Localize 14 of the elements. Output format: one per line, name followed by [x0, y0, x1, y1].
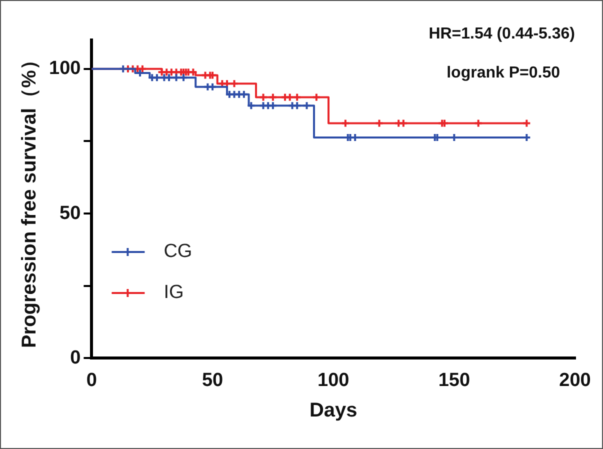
y-axis-title: Progression free survival（%） — [18, 50, 41, 348]
y-tick-label: 50 — [60, 202, 81, 224]
annotation: logrank P=0.50 — [446, 64, 560, 82]
x-tick-label: 100 — [318, 370, 350, 391]
x-tick-label: 50 — [202, 370, 224, 391]
x-axis-title: Days — [309, 400, 358, 422]
legend-label: CG — [164, 241, 192, 262]
annotation: HR=1.54 (0.44-5.36) — [428, 25, 575, 42]
x-tick-label: 200 — [559, 370, 591, 391]
x-tick-label: 0 — [86, 370, 97, 391]
y-tick-label: 100 — [49, 58, 81, 80]
legend-label: IG — [164, 282, 184, 304]
x-tick-label: 150 — [438, 370, 470, 391]
y-tick-label: 0 — [70, 347, 81, 368]
